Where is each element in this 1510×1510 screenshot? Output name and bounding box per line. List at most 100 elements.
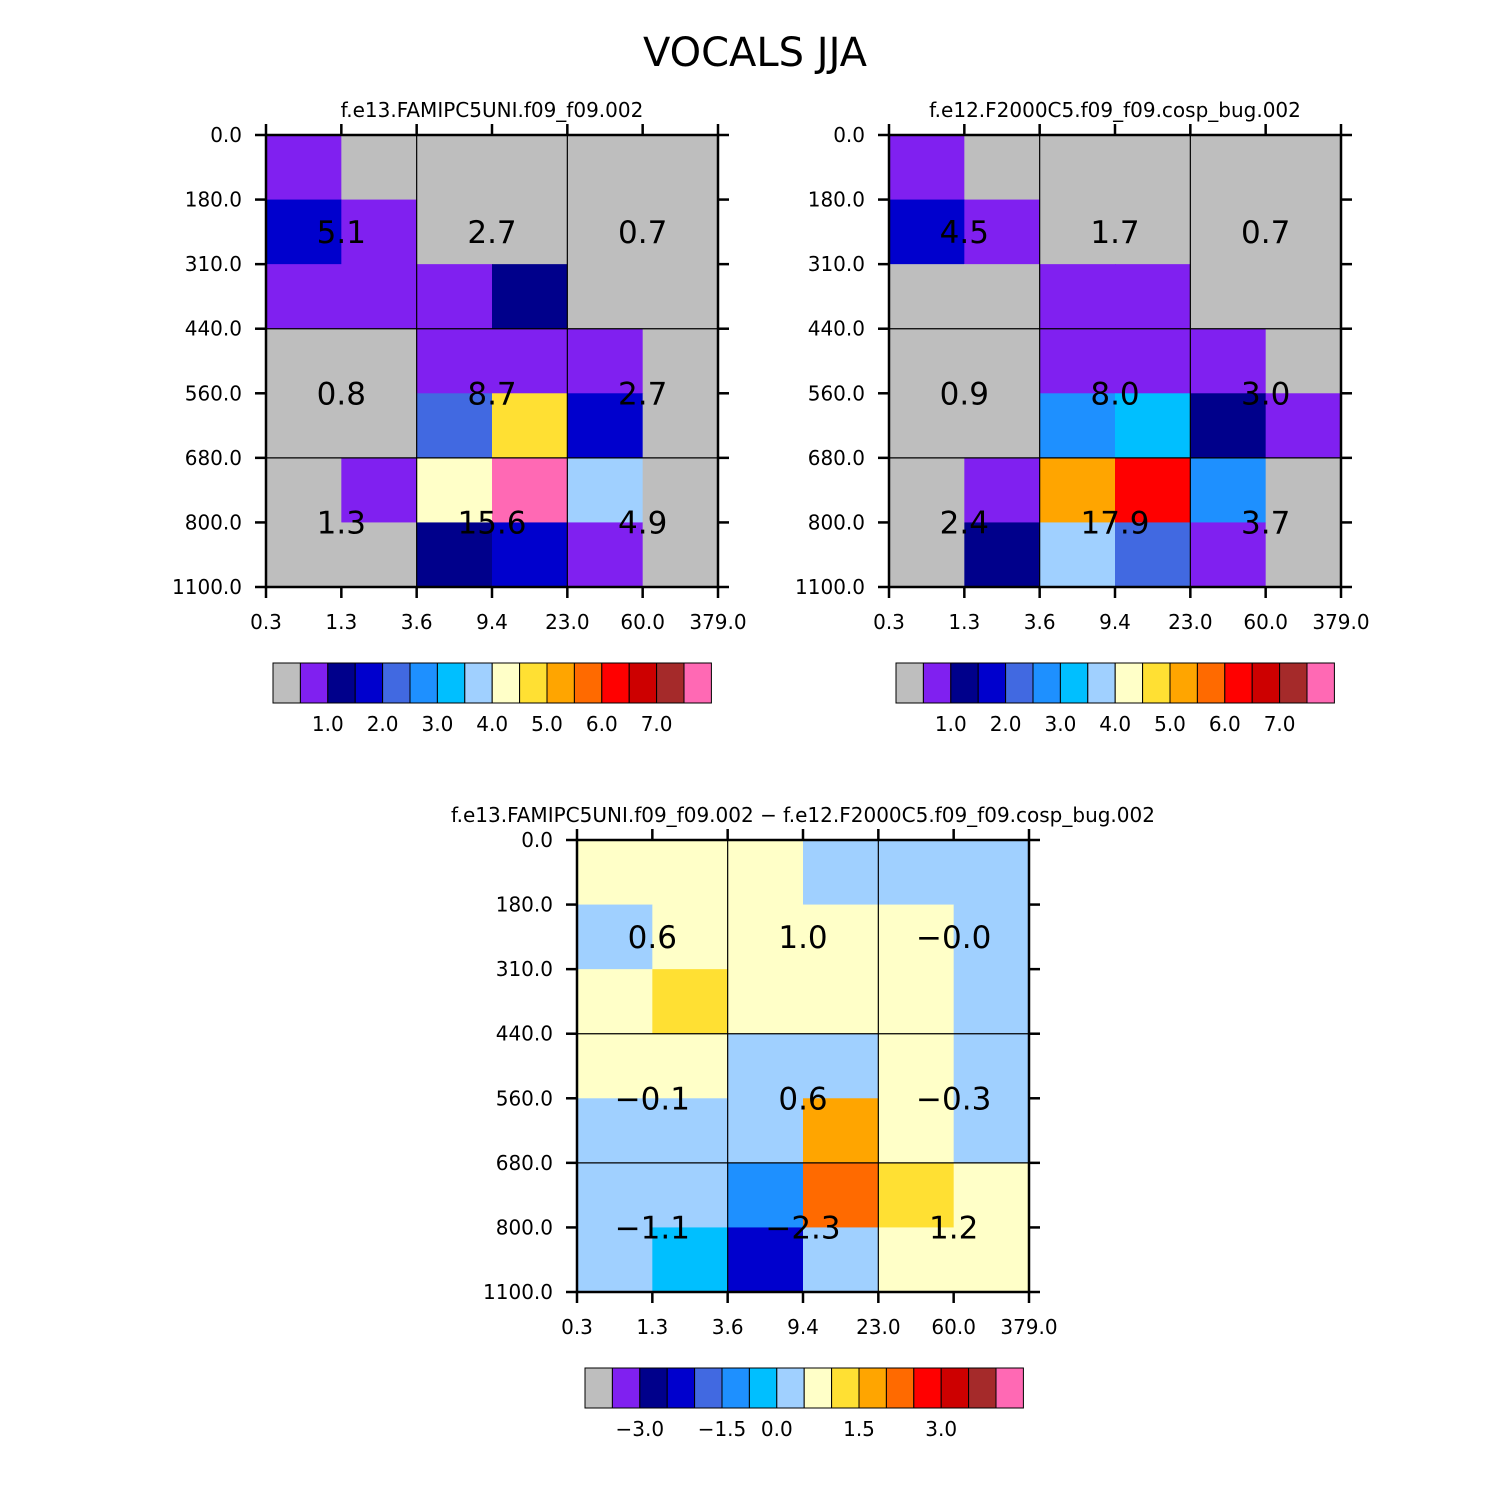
x-tick-label: 9.4: [1099, 610, 1131, 634]
heatmap-cell: [1265, 393, 1342, 459]
y-tick-label: 180.0: [185, 188, 242, 212]
block-value-label: 0.7: [618, 215, 667, 251]
heatmap-cell: [953, 840, 1030, 906]
heatmap-cell: [1265, 199, 1342, 265]
colorbar-label: 7.0: [1264, 712, 1296, 736]
heatmap-cell: [1190, 328, 1267, 394]
y-tick-label: 680.0: [185, 446, 242, 470]
heatmap-cell: [1115, 199, 1191, 265]
heatmap-cell: [878, 1162, 955, 1229]
colorbar-box: [464, 662, 493, 704]
x-tick-label: 1.3: [325, 610, 357, 634]
colorbar-label: 5.0: [531, 712, 563, 736]
y-tick-label: 1100.0: [795, 575, 865, 599]
heatmap-cell: [266, 328, 342, 394]
heatmap-cell: [341, 522, 418, 588]
block-value-label: 2.7: [467, 215, 516, 251]
block-value-label: −2.3: [765, 1210, 840, 1246]
block-value-label: 4.5: [940, 215, 989, 251]
heatmap-cell: [567, 522, 644, 588]
panel-title: f.e12.F2000C5.f09_f09.cosp_bug.002: [929, 98, 1301, 122]
colorbar: −3.0 −1.5 0.0 1.5 3.0: [584, 1367, 1024, 1441]
heatmap-cell: [642, 199, 719, 265]
y-tick-label: 560.0: [808, 381, 865, 405]
colorbar-box: [977, 662, 1007, 704]
colorbar-box: [639, 1367, 668, 1409]
colorbar-box: [601, 662, 630, 704]
block-value-label: 1.3: [317, 505, 366, 541]
heatmap-cell: [1190, 393, 1267, 459]
y-tick-label: 440.0: [808, 317, 865, 341]
colorbar: 1.0 2.0 3.0 4.0 5.0 6.0 7.0: [895, 662, 1335, 736]
heatmap-cell: [341, 393, 418, 459]
colorbar-box: [748, 1367, 778, 1409]
heatmap-cell: [341, 328, 418, 394]
heatmap-cell: [567, 135, 644, 201]
heatmap-cell: [642, 457, 719, 524]
colorbar-label: −3.0: [616, 1417, 665, 1441]
colorbar-box: [995, 1367, 1024, 1409]
colorbar: 1.0 2.0 3.0 4.0 5.0 6.0 7.0: [272, 662, 712, 736]
colorbar-box: [922, 662, 952, 704]
heatmap-cell: [577, 904, 653, 970]
heatmap-cell: [652, 840, 729, 906]
heatmap-cell: [577, 1033, 653, 1099]
y-tick-label: 800.0: [808, 510, 865, 534]
colorbar-box: [895, 662, 924, 704]
colorbar-box: [1142, 662, 1171, 704]
x-tick-label: 1.3: [636, 1315, 668, 1339]
colorbar-label: 2.0: [367, 712, 399, 736]
heatmap-cell: [953, 969, 1030, 1035]
heatmap-cell: [341, 199, 418, 265]
heatmap-cell: [964, 135, 1041, 201]
colorbar-label: −1.5: [698, 1417, 747, 1441]
block-value-label: 8.7: [467, 376, 516, 412]
heatmap-cell: [1039, 457, 1116, 524]
heatmap-cell: [492, 328, 568, 394]
heatmap-cell: [567, 264, 644, 330]
heatmap-cell: [878, 1227, 955, 1293]
x-tick-label: 60.0: [620, 610, 665, 634]
heatmap-cell: [803, 969, 879, 1035]
y-tick-label: 180.0: [808, 188, 865, 212]
heatmap-cell: [803, 1227, 879, 1293]
heatmap-cell: [1265, 264, 1342, 330]
block-value-label: 1.2: [929, 1210, 978, 1246]
y-tick-label: 680.0: [808, 446, 865, 470]
colorbar-box: [573, 662, 603, 704]
heatmap-cell: [1190, 457, 1267, 524]
heatmap-cell: [727, 840, 804, 906]
heatmap-cell: [878, 840, 955, 906]
x-tick-label: 23.0: [1168, 610, 1213, 634]
colorbar-box: [721, 1367, 750, 1409]
block-value-label: 1.0: [778, 920, 827, 956]
y-tick-label: 310.0: [185, 252, 242, 276]
heatmap-cell: [889, 457, 965, 524]
colorbar-label: 4.0: [476, 712, 508, 736]
y-tick-label: 440.0: [496, 1022, 553, 1046]
colorbar-box: [1279, 662, 1308, 704]
heatmap-cell: [642, 328, 719, 394]
heatmap-cell: [1115, 393, 1191, 459]
x-tick-label: 9.4: [787, 1315, 819, 1339]
colorbar-box: [436, 662, 466, 704]
colorbar-label: 5.0: [1154, 712, 1186, 736]
heatmap-cell: [1039, 328, 1116, 394]
heatmap-cell: [266, 135, 342, 201]
block-value-label: 2.7: [618, 376, 667, 412]
colorbar-box: [885, 1367, 915, 1409]
colorbar-box: [913, 1367, 942, 1409]
block-value-label: 5.1: [317, 215, 366, 251]
colorbar-label: 0.0: [761, 1417, 793, 1441]
x-tick-label: 379.0: [689, 610, 746, 634]
block-value-label: 1.7: [1090, 215, 1139, 251]
heatmap-cell: [652, 904, 729, 970]
heatmap-cell: [1190, 264, 1267, 330]
colorbar-label: 1.0: [312, 712, 344, 736]
heatmap-cell: [1115, 328, 1191, 394]
heatmap-cell: [416, 328, 493, 394]
x-tick-label: 379.0: [1312, 610, 1369, 634]
colorbar-box: [354, 662, 384, 704]
heatmap-cell: [416, 522, 493, 588]
x-tick-label: 0.3: [250, 610, 282, 634]
